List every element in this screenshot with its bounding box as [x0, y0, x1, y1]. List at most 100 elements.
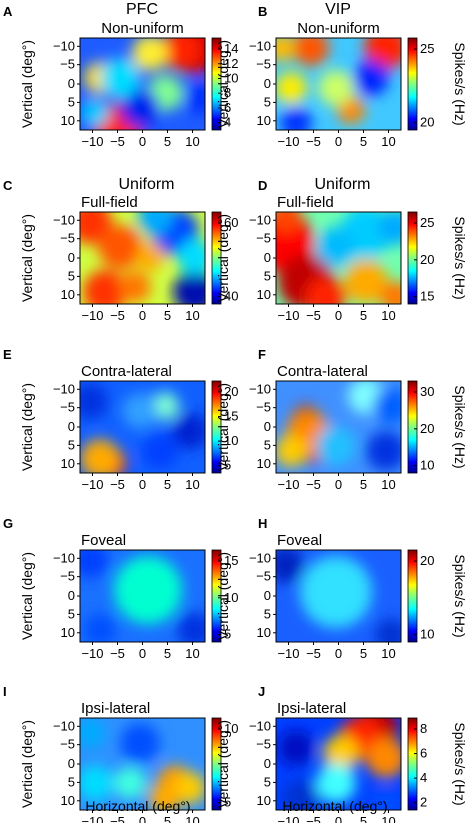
colorbar	[211, 37, 222, 131]
heatmap-blob	[80, 439, 120, 473]
x-tick-label: 5	[164, 814, 171, 823]
y-tick-label: 0	[264, 250, 271, 265]
y-tick-label: 0	[68, 250, 75, 265]
y-tick-label: 5	[68, 774, 75, 789]
panel-letter: C	[3, 178, 13, 193]
y-tick-label: 5	[68, 606, 75, 621]
colorbar-tick-label: 25	[420, 215, 434, 230]
heatmap	[275, 549, 402, 643]
y-axis-label: Vertical (deg°)	[19, 383, 35, 471]
x-tick-label: 10	[185, 477, 199, 492]
panel-letter: G	[3, 516, 13, 531]
y-tick-label: 0	[68, 76, 75, 91]
y-tick-label: 0	[68, 588, 75, 603]
heatmap-blob	[80, 550, 108, 578]
heatmap-blob	[174, 772, 205, 804]
x-tick-label: 5	[164, 646, 171, 661]
y-tick-label: 10	[257, 793, 271, 808]
x-tick-label: −5	[110, 308, 125, 323]
x-tick-label: −10	[277, 477, 299, 492]
x-tick-label: −10	[277, 814, 299, 823]
y-tick-label: 5	[264, 268, 271, 283]
y-tick-label: −5	[60, 57, 75, 72]
colorbar	[407, 549, 418, 643]
heatmap	[275, 717, 402, 811]
panel-subtitle: Non-uniform	[297, 20, 380, 37]
y-tick-label: 10	[61, 287, 75, 302]
x-tick-label: 10	[185, 814, 199, 823]
colorbar-tick-label: 14	[224, 41, 238, 56]
x-tick-label: −10	[277, 308, 299, 323]
y-tick-label: 0	[264, 419, 271, 434]
y-tick-label: 5	[264, 437, 271, 452]
colorbar-tick-label: 10	[224, 721, 238, 736]
colorbar	[211, 211, 222, 305]
heatmap-blob	[276, 435, 307, 467]
x-tick-label: −5	[306, 477, 321, 492]
y-tick-label: 5	[68, 268, 75, 283]
colorbar-tick-label: 30	[420, 384, 434, 399]
colorbar-tick-label: 20	[420, 553, 434, 568]
y-tick-label: 10	[257, 113, 271, 128]
x-axis-label-right: Horizontal (deg°)	[282, 798, 387, 814]
x-tick-label: −5	[110, 646, 125, 661]
colorbar-tick-label: 15	[224, 409, 238, 424]
x-tick-label: −5	[110, 814, 125, 823]
y-axis-label: Vertical (deg°)	[19, 720, 35, 808]
y-tick-label: 0	[264, 76, 271, 91]
heatmap-blob	[276, 550, 304, 583]
colorbar-tick-label: 20	[420, 421, 434, 436]
x-tick-label: 10	[185, 646, 199, 661]
y-tick-label: −5	[256, 569, 271, 584]
x-tick-label: 5	[360, 814, 367, 823]
panel-letter: E	[3, 347, 12, 362]
y-tick-label: −5	[60, 400, 75, 415]
heatmap-blob	[366, 431, 401, 471]
heatmap-blob	[81, 99, 109, 127]
panel-title: Uniform	[314, 176, 370, 193]
colorbar	[407, 211, 418, 305]
y-tick-label: −10	[249, 212, 271, 227]
x-tick-label: 0	[139, 134, 146, 149]
y-tick-label: 0	[68, 756, 75, 771]
heatmap-blob	[114, 556, 182, 624]
heatmap	[79, 211, 206, 305]
x-tick-label: 5	[164, 308, 171, 323]
y-axis-label: Vertical (deg°)	[215, 40, 231, 128]
colorbar-tick-label: 20	[420, 252, 434, 267]
heatmap-blob	[120, 88, 160, 128]
x-tick-label: 5	[360, 134, 367, 149]
x-tick-label: −10	[277, 646, 299, 661]
heatmap-blob	[173, 270, 205, 304]
panel-subtitle: Foveal	[277, 532, 322, 549]
heatmap-blob	[366, 738, 401, 778]
colorbar	[211, 717, 222, 811]
colorbar-tick-label: 8	[420, 721, 427, 736]
x-tick-label: −10	[277, 134, 299, 149]
heatmap-blob	[80, 383, 108, 419]
colorbar-tick-label: 10	[224, 590, 238, 605]
heatmap-blob	[323, 735, 359, 771]
colorbar-tick-label: 15	[224, 553, 238, 568]
heatmap-blob	[80, 718, 106, 749]
panel-letter: J	[258, 684, 265, 699]
x-tick-label: −5	[306, 308, 321, 323]
x-tick-label: −5	[306, 646, 321, 661]
colorbar-tick-label: 2	[420, 795, 427, 810]
x-tick-label: 10	[185, 308, 199, 323]
y-tick-label: 10	[61, 625, 75, 640]
y-tick-label: 10	[257, 287, 271, 302]
heatmap	[275, 380, 402, 474]
y-tick-label: 10	[61, 793, 75, 808]
colorbar-tick-label: 6	[224, 100, 231, 115]
panel-subtitle: Contra-lateral	[277, 363, 368, 380]
heatmap-blob	[80, 765, 113, 801]
heatmap-blob	[318, 70, 354, 106]
panel-letter: B	[258, 4, 267, 19]
heatmap-blob	[300, 556, 372, 628]
x-tick-label: 5	[164, 134, 171, 149]
x-tick-label: −5	[306, 814, 321, 823]
